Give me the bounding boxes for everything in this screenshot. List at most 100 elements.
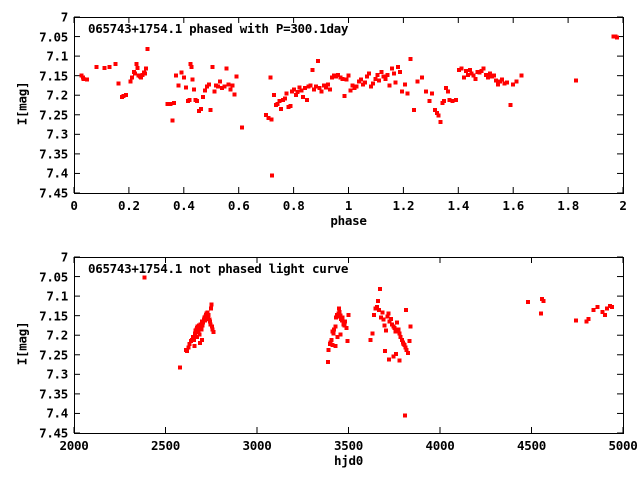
data-point: [224, 66, 229, 71]
data-point: [391, 71, 396, 76]
data-point: [209, 302, 214, 307]
data-point: [367, 71, 372, 76]
data-point: [400, 89, 405, 94]
data-point: [130, 75, 135, 80]
data-point: [573, 318, 578, 323]
data-point: [194, 99, 199, 104]
data-point: [461, 75, 466, 80]
data-point: [232, 92, 237, 97]
data-point: [498, 79, 503, 84]
data-point: [539, 311, 544, 316]
y-tick-label: 7.25: [39, 107, 68, 123]
data-point: [208, 322, 213, 327]
data-point: [595, 305, 600, 310]
data-point: [116, 81, 121, 86]
data-point: [124, 93, 129, 98]
data-point: [360, 82, 365, 87]
data-point: [442, 99, 447, 104]
data-point: [436, 113, 441, 118]
data-point: [456, 67, 461, 72]
data-point: [203, 316, 208, 321]
data-point: [393, 329, 398, 334]
data-point: [372, 312, 377, 317]
data-point: [392, 326, 397, 331]
data-point: [207, 319, 212, 324]
data-point: [352, 86, 357, 91]
data-point: [487, 71, 492, 76]
data-point: [200, 323, 205, 328]
data-point: [397, 331, 402, 336]
data-point: [142, 71, 147, 76]
data-point: [494, 78, 499, 83]
data-point: [405, 350, 410, 355]
data-point: [607, 303, 612, 308]
data-point: [377, 78, 382, 83]
data-point: [140, 72, 145, 77]
data-point: [500, 77, 505, 82]
y-tick-label: 7.2: [46, 87, 68, 103]
plot-title-unphased: 065743+1754.1 not phased light curve: [88, 261, 349, 276]
data-point: [370, 331, 375, 336]
data-point: [327, 87, 332, 92]
data-point: [541, 298, 546, 303]
data-point: [348, 88, 353, 93]
data-point: [226, 82, 231, 87]
data-point: [508, 103, 513, 107]
plot-title-phased: 065743+1754.1 phased with P=300.1day: [88, 21, 349, 36]
data-point: [483, 72, 488, 77]
data-point: [142, 275, 147, 280]
y-tick-label: 7.25: [39, 347, 68, 363]
data-point: [174, 73, 179, 78]
data-point: [368, 337, 373, 342]
data-point: [481, 66, 486, 71]
data-point: [408, 324, 413, 329]
data-point: [381, 317, 386, 322]
data-point: [614, 35, 619, 40]
data-point: [295, 90, 300, 95]
data-point: [107, 65, 112, 70]
data-point: [266, 115, 271, 120]
data-point: [189, 65, 194, 70]
data-point: [385, 72, 390, 77]
x-tick-label: 0: [70, 198, 78, 213]
data-point: [165, 101, 170, 106]
data-point: [346, 312, 351, 317]
data-point: [438, 119, 443, 124]
data-point: [388, 316, 393, 321]
data-point: [358, 77, 363, 82]
data-point: [338, 75, 343, 80]
data-point: [336, 72, 341, 77]
data-point: [407, 339, 412, 344]
data-point: [239, 125, 244, 130]
data-point: [187, 341, 192, 346]
data-point: [328, 340, 333, 345]
data-point: [288, 104, 293, 109]
data-point: [600, 309, 605, 314]
data-point: [345, 339, 350, 344]
data-point: [191, 337, 196, 342]
data-point: [211, 330, 216, 335]
data-point: [329, 337, 334, 342]
data-point: [185, 348, 190, 353]
data-point: [386, 311, 391, 316]
data-point: [519, 73, 524, 78]
data-point: [176, 83, 181, 88]
data-point: [203, 88, 208, 93]
data-point: [375, 72, 380, 77]
data-point: [206, 312, 211, 317]
data-point: [177, 365, 182, 370]
data-point: [145, 47, 150, 52]
data-point: [340, 315, 345, 320]
data-point: [471, 73, 476, 78]
data-point: [319, 89, 324, 94]
data-point: [264, 112, 269, 117]
data-point: [279, 106, 284, 111]
data-point: [314, 84, 319, 89]
data-point: [339, 318, 344, 323]
x-tick-label: 3000: [242, 438, 272, 453]
data-point: [411, 108, 416, 113]
data-point: [354, 84, 359, 89]
data-point: [514, 79, 519, 84]
data-point: [491, 73, 496, 78]
data-point: [475, 69, 480, 74]
